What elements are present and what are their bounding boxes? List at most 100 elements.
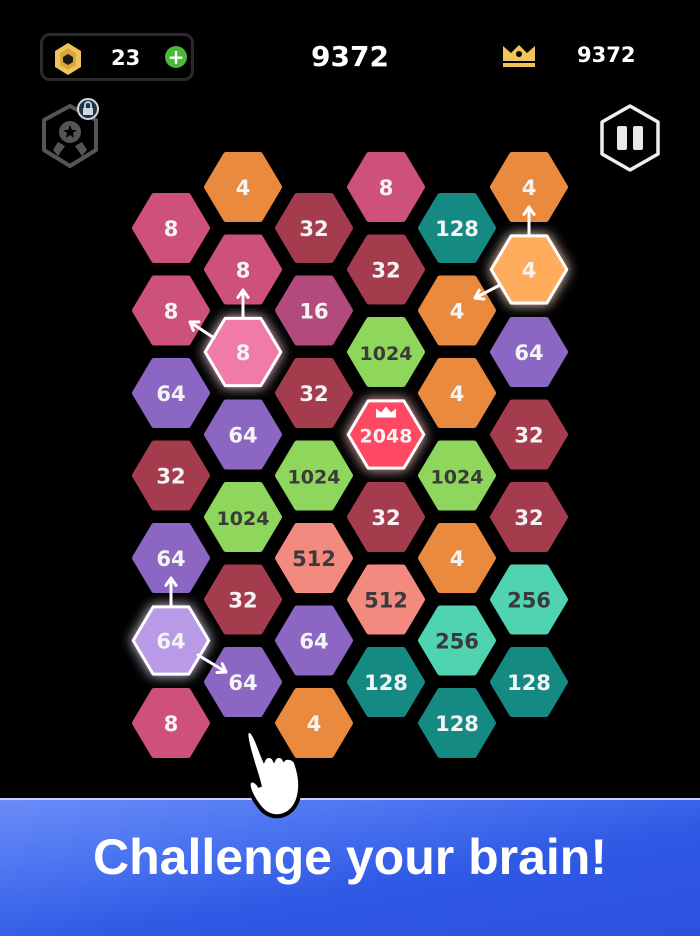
- promo-banner: [0, 798, 700, 936]
- tile-value: 32: [228, 589, 257, 613]
- hex-tile-32[interactable]: 32: [204, 564, 282, 635]
- hex-shape: [347, 152, 425, 222]
- hex-tile-1024[interactable]: 1024: [347, 317, 425, 387]
- hex-tile-512[interactable]: 512: [275, 523, 353, 593]
- hex-shape: [418, 358, 496, 428]
- hex-shape: [347, 234, 425, 305]
- hex-tile-64[interactable]: 64: [204, 399, 282, 470]
- tile-value: 64: [514, 341, 543, 365]
- hex-tile-128[interactable]: 128: [418, 193, 496, 263]
- tile-value: 1024: [288, 467, 341, 489]
- hex-tile-128[interactable]: 128: [490, 647, 568, 717]
- hex-tile-8[interactable]: 8: [203, 316, 283, 388]
- hex-shape: [204, 564, 282, 635]
- hex-tile-32[interactable]: 32: [490, 482, 568, 552]
- hex-tile-4[interactable]: 4: [490, 152, 568, 222]
- pause-icon: [617, 126, 643, 150]
- pause-button[interactable]: [598, 103, 662, 173]
- hex-tile-64[interactable]: 64: [131, 605, 211, 676]
- hex-tile-32[interactable]: 32: [132, 440, 210, 511]
- tile-value: 1024: [217, 508, 270, 530]
- hex-tile-16[interactable]: 16: [275, 275, 353, 346]
- hex-tile-128[interactable]: 128: [347, 647, 425, 717]
- hex-shape: [204, 647, 282, 717]
- tile-value: 1024: [431, 467, 484, 489]
- current-score: 9372: [311, 40, 389, 73]
- hex-tile-32[interactable]: 32: [347, 482, 425, 552]
- hex-tile-4[interactable]: 4: [275, 688, 353, 758]
- hex-tile-4[interactable]: 4: [418, 358, 496, 428]
- hex-shape: [204, 482, 282, 552]
- hex-shape: [490, 647, 568, 717]
- tile-value: 64: [156, 382, 185, 406]
- hex-tile-8[interactable]: 8: [132, 688, 210, 758]
- tile-value: 8: [379, 176, 394, 200]
- hex-tile-1024[interactable]: 1024: [418, 440, 496, 511]
- tile-value: 256: [435, 630, 479, 654]
- hex-tile-4[interactable]: 4: [418, 523, 496, 593]
- locked-medal-icon[interactable]: [38, 98, 104, 174]
- tile-value: 4: [522, 259, 537, 283]
- hex-tile-64[interactable]: 64: [204, 647, 282, 717]
- hex-tile-64[interactable]: 64: [132, 358, 210, 428]
- crown-icon: [503, 45, 535, 67]
- swap-arrow-icon: [164, 576, 178, 607]
- swap-arrow-icon: [473, 283, 502, 301]
- hex-shape: [347, 482, 425, 552]
- hex-shape: [490, 564, 568, 635]
- tile-value: 128: [507, 671, 551, 695]
- hex-shape: [132, 275, 210, 346]
- tile-value: 2048: [360, 426, 413, 448]
- tile-value: 4: [236, 176, 251, 200]
- hex-shape: [347, 647, 425, 717]
- hex-tile-512[interactable]: 512: [347, 564, 425, 635]
- hex-tile-32[interactable]: 32: [275, 358, 353, 428]
- hex-tile-8[interactable]: 8: [132, 193, 210, 263]
- pointing-hand-icon: [244, 728, 303, 819]
- hex-tile-256[interactable]: 256: [418, 605, 496, 676]
- tile-value: 128: [435, 712, 479, 736]
- add-coins-button[interactable]: +: [165, 46, 187, 68]
- hex-shape: [275, 523, 353, 593]
- hex-shape: [275, 440, 353, 511]
- tile-value: 4: [450, 382, 465, 406]
- tile-value: 32: [299, 382, 328, 406]
- tile-value: 64: [228, 424, 257, 448]
- tile-value: 4: [522, 176, 537, 200]
- hex-tile-256[interactable]: 256: [490, 564, 568, 635]
- tile-value: 512: [364, 589, 408, 613]
- hex-tile-64[interactable]: 64: [490, 317, 568, 387]
- hex-tile-8[interactable]: 8: [204, 234, 282, 305]
- hex-shape: [132, 523, 210, 593]
- tile-value: 4: [307, 712, 322, 736]
- hex-tile-1024[interactable]: 1024: [204, 482, 282, 552]
- tile-value: 64: [228, 671, 257, 695]
- hex-tile-1024[interactable]: 1024: [275, 440, 353, 511]
- hex-tile-4[interactable]: 4: [418, 275, 496, 346]
- hex-tile-64[interactable]: 64: [132, 523, 210, 593]
- best-score: 9372: [577, 43, 636, 67]
- tile-value: 8: [164, 217, 179, 241]
- hex-shape: [490, 482, 568, 552]
- hex-shape: [418, 688, 496, 758]
- hex-shape: [490, 399, 568, 470]
- hex-shape: [275, 358, 353, 428]
- hex-shape: [275, 688, 353, 758]
- hex-tile-32[interactable]: 32: [490, 399, 568, 470]
- tile-value: 1024: [360, 343, 413, 365]
- hex-shape: [418, 523, 496, 593]
- tile-value: 256: [507, 589, 551, 613]
- hex-tile-128[interactable]: 128: [418, 688, 496, 758]
- hex-shape: [418, 440, 496, 511]
- hex-tile-2048[interactable]: 2048: [346, 399, 426, 470]
- coin-count: 23: [111, 46, 141, 70]
- hex-shape: [203, 316, 283, 388]
- hex-tile-4[interactable]: 4: [204, 152, 282, 222]
- hex-tile-32[interactable]: 32: [347, 234, 425, 305]
- hex-tile-8[interactable]: 8: [347, 152, 425, 222]
- hex-tile-64[interactable]: 64: [275, 605, 353, 676]
- hex-tile-32[interactable]: 32: [275, 193, 353, 263]
- hex-tile-4[interactable]: 4: [489, 234, 569, 305]
- hex-tile-8[interactable]: 8: [132, 275, 210, 346]
- hex-board[interactable]: 8 8 64 32 64 64 8 4 8 8 64 1024 32 64 32 16 32 1024 512 64 4…: [0, 0, 700, 800]
